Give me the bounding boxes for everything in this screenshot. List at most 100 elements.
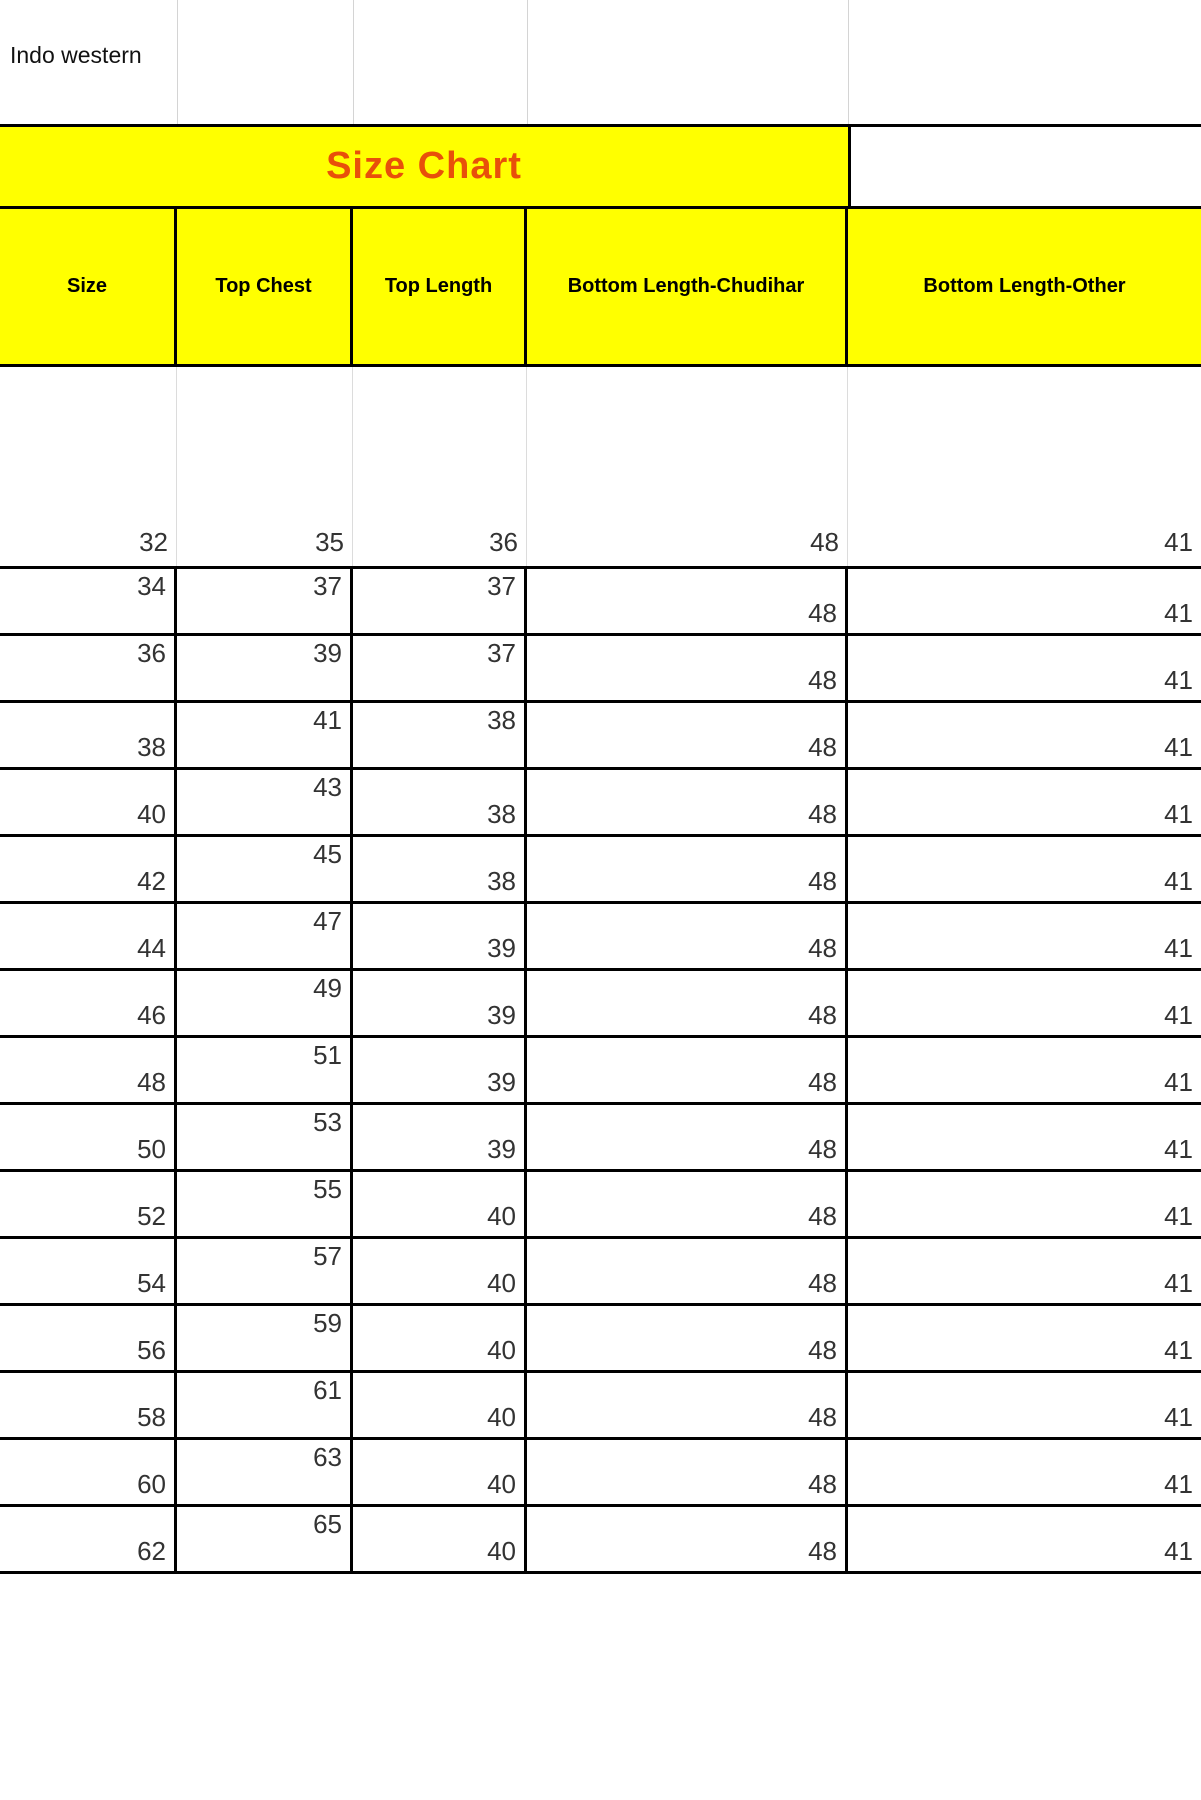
cell-top-chest: 59 — [177, 1306, 353, 1370]
cell-top-length: 40 — [353, 1373, 527, 1437]
table-row: 54 57 40 48 41 — [0, 1239, 1201, 1306]
table-row: 34 37 37 48 41 — [0, 569, 1201, 636]
table-row: 60 63 40 48 41 — [0, 1440, 1201, 1507]
column-header-bottom-length-chudihar: Bottom Length-Chudihar — [527, 209, 848, 364]
column-divider — [177, 0, 178, 124]
cell-size: 50 — [0, 1105, 177, 1169]
table-row: 58 61 40 48 41 — [0, 1373, 1201, 1440]
cell-top-chest: 63 — [177, 1440, 353, 1504]
cell-size: 58 — [0, 1373, 177, 1437]
cell-top-length: 40 — [353, 1507, 527, 1571]
column-divider — [353, 0, 354, 124]
cell-top-length: 39 — [353, 1038, 527, 1102]
cell-bottom-length-chudihar: 48 — [527, 1373, 848, 1437]
cell-top-chest: 37 — [177, 569, 353, 633]
cell-top-chest: 51 — [177, 1038, 353, 1102]
cell-bottom-length-other: 41 — [1164, 1536, 1193, 1566]
table-row: 40 43 38 48 41 — [0, 770, 1201, 837]
cell-size: 38 — [0, 703, 177, 767]
cell-size: 40 — [0, 770, 177, 834]
cell-top-chest: 45 — [177, 837, 353, 901]
cell-bottom-length-other: 41 — [1164, 1469, 1193, 1499]
cell-bottom-length-chudihar: 48 — [527, 636, 848, 700]
table-row: 42 45 38 48 41 — [0, 837, 1201, 904]
cell-bottom-length-other: 41 — [1164, 1067, 1193, 1097]
cell-size: 46 — [0, 971, 177, 1035]
table-row: 52 55 40 48 41 — [0, 1172, 1201, 1239]
cell-bottom-length-other: 41 — [1164, 1402, 1193, 1432]
cell-top-length: 40 — [353, 1440, 527, 1504]
cell-bottom-length-other: 41 — [1164, 1335, 1193, 1365]
cell-bottom-length-chudihar: 48 — [527, 569, 848, 633]
title-bar: Size Chart — [0, 127, 1201, 209]
cell-top-chest: 65 — [177, 1507, 353, 1571]
cell-bottom-length-chudihar: 48 — [527, 703, 848, 767]
cell-size: 32 — [0, 367, 177, 566]
cell-bottom-length-other: 41 — [1164, 1201, 1193, 1231]
cell-top-length: 37 — [353, 569, 527, 633]
cell-top-length: 37 — [353, 636, 527, 700]
table-row: 32 35 36 48 41 — [0, 367, 1201, 569]
cell-size: 34 — [0, 569, 177, 633]
cell-size: 52 — [0, 1172, 177, 1236]
cell-bottom-length-other: 41 — [1164, 732, 1193, 762]
cell-bottom-length-chudihar: 48 — [527, 1507, 848, 1571]
top-note-band: Indo western — [0, 0, 1201, 127]
cell-bottom-length-other: 41 — [1164, 866, 1193, 896]
cell-top-chest: 35 — [177, 367, 353, 566]
cell-top-length: 40 — [353, 1306, 527, 1370]
cell-bottom-length-chudihar: 48 — [527, 904, 848, 968]
table-header-row: Size Top Chest Top Length Bottom Length-… — [0, 209, 1201, 367]
table-row: 36 39 37 48 41 — [0, 636, 1201, 703]
cell-bottom-length-other: 41 — [1164, 598, 1193, 628]
cell-bottom-length-chudihar: 48 — [527, 971, 848, 1035]
cell-size: 48 — [0, 1038, 177, 1102]
cell-bottom-length-other: 41 — [1164, 665, 1193, 695]
cell-top-chest: 49 — [177, 971, 353, 1035]
table-row: 38 41 38 48 41 — [0, 703, 1201, 770]
column-header-top-length: Top Length — [353, 209, 527, 364]
cell-top-chest: 41 — [177, 703, 353, 767]
cell-bottom-length-chudihar: 48 — [527, 1440, 848, 1504]
cell-bottom-length-chudihar: 48 — [527, 770, 848, 834]
column-header-bottom-length-other: Bottom Length-Other — [848, 209, 1201, 364]
cell-top-length: 40 — [353, 1239, 527, 1303]
cell-bottom-length-other: 41 — [1164, 1268, 1193, 1298]
cell-top-chest: 53 — [177, 1105, 353, 1169]
cell-top-length: 39 — [353, 904, 527, 968]
cell-top-chest: 39 — [177, 636, 353, 700]
cell-bottom-length-chudihar: 48 — [527, 1105, 848, 1169]
cell-bottom-length-other: 41 — [1164, 799, 1193, 829]
cell-top-chest: 57 — [177, 1239, 353, 1303]
cell-bottom-length-other: 41 — [1164, 527, 1193, 557]
column-divider — [848, 0, 849, 124]
cell-top-chest: 47 — [177, 904, 353, 968]
cell-top-length: 39 — [353, 1105, 527, 1169]
column-header-size: Size — [0, 209, 177, 364]
cell-top-length: 38 — [353, 770, 527, 834]
title-cell: Size Chart — [0, 127, 848, 206]
cell-size: 60 — [0, 1440, 177, 1504]
title-blank-cell — [848, 127, 1201, 206]
table-row: 48 51 39 48 41 — [0, 1038, 1201, 1105]
indo-western-label: Indo western — [10, 42, 142, 68]
cell-size: 44 — [0, 904, 177, 968]
cell-top-length: 39 — [353, 971, 527, 1035]
cell-bottom-length-chudihar: 48 — [527, 1172, 848, 1236]
cell-size: 62 — [0, 1507, 177, 1571]
cell-bottom-length-other: 41 — [1164, 1000, 1193, 1030]
table-row: 56 59 40 48 41 — [0, 1306, 1201, 1373]
cell-bottom-length-chudihar: 48 — [527, 1239, 848, 1303]
page-title: Size Chart — [326, 145, 522, 187]
table-row: 62 65 40 48 41 — [0, 1507, 1201, 1574]
cell-bottom-length-chudihar: 48 — [527, 837, 848, 901]
table-row: 46 49 39 48 41 — [0, 971, 1201, 1038]
cell-bottom-length-chudihar: 48 — [527, 1038, 848, 1102]
table-row: 44 47 39 48 41 — [0, 904, 1201, 971]
cell-bottom-length-chudihar: 48 — [527, 367, 848, 566]
table-row: 50 53 39 48 41 — [0, 1105, 1201, 1172]
cell-top-length: 40 — [353, 1172, 527, 1236]
cell-size: 36 — [0, 636, 177, 700]
cell-top-length: 38 — [353, 703, 527, 767]
